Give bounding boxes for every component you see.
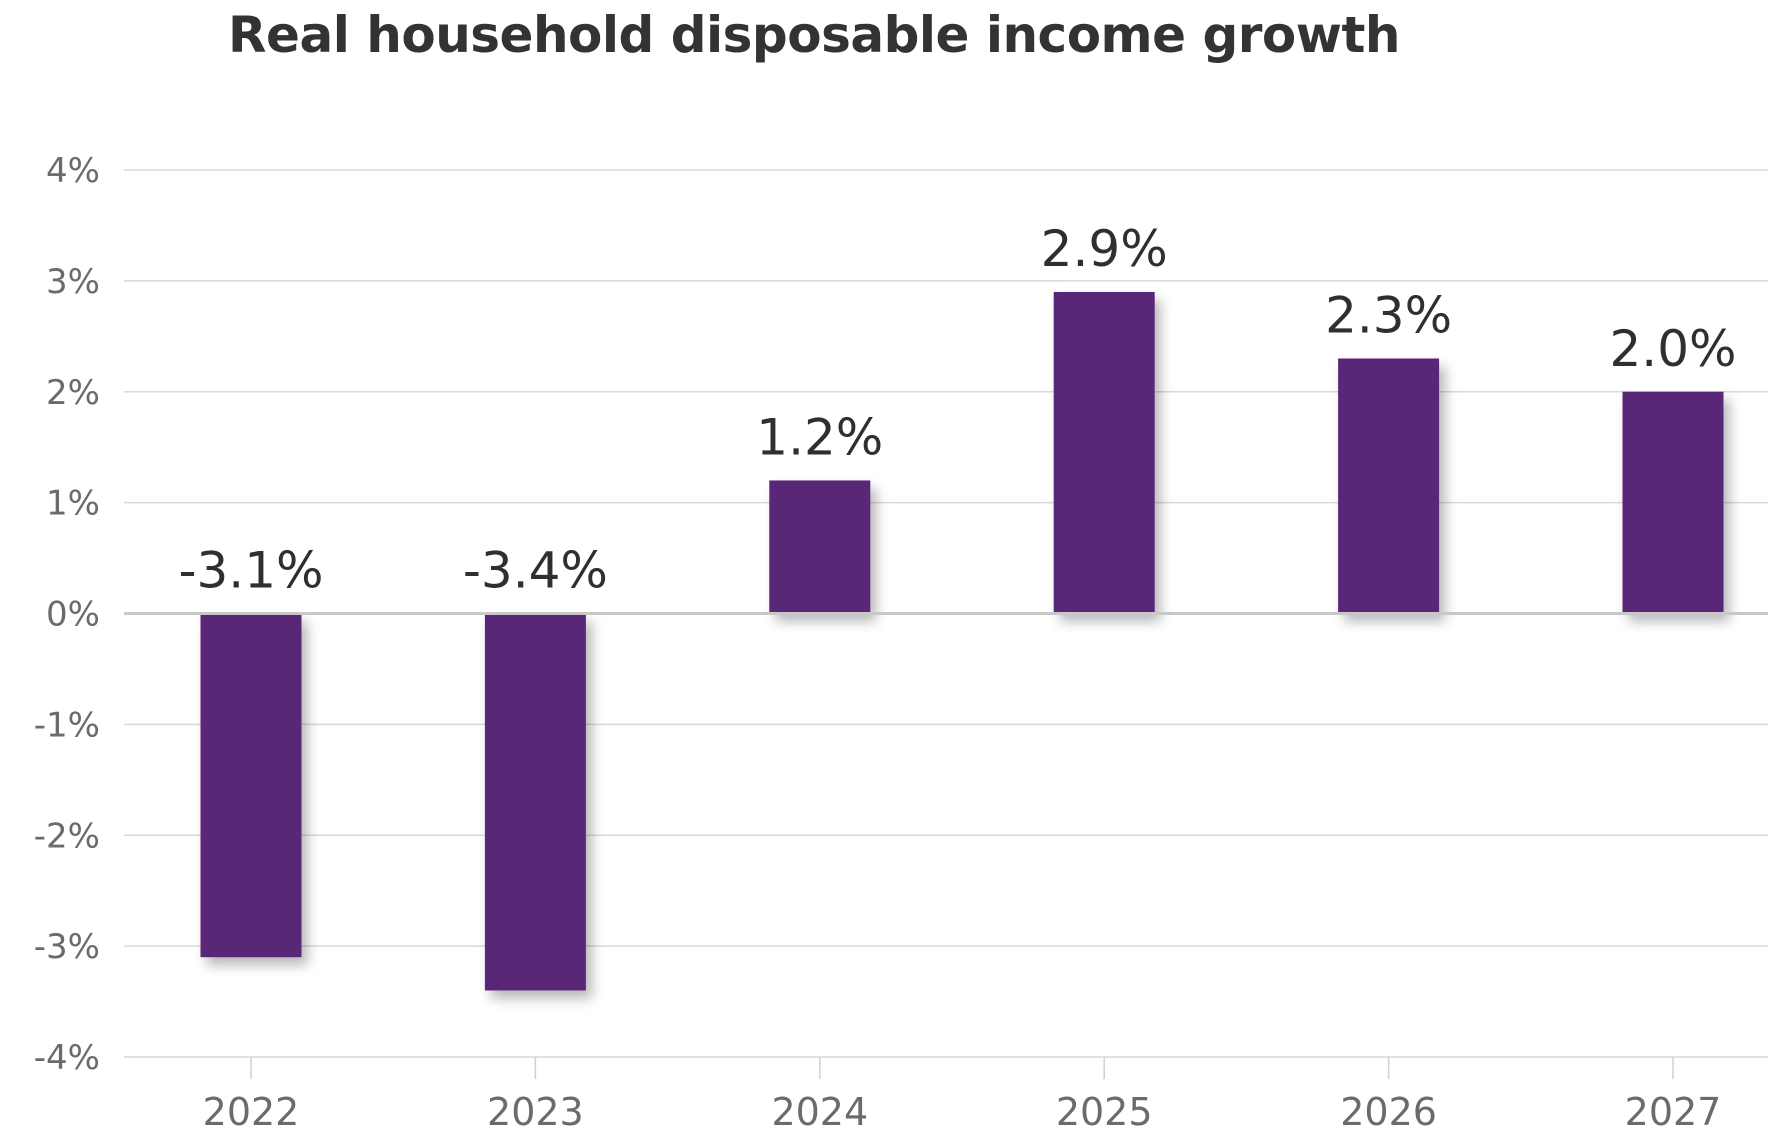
y-axis: 4% 3% 2% 1% 0% -1% -2% -3% -4% [34, 151, 100, 1078]
bar-2022 [200, 613, 302, 958]
bar-2025 [1053, 291, 1155, 614]
y-tick-label: 0% [46, 595, 100, 635]
data-label: 1.2% [756, 408, 883, 466]
y-tick-label: -2% [34, 816, 100, 856]
chart-title: Real household disposable income growth [228, 6, 1400, 64]
data-label: 2.9% [1041, 220, 1168, 278]
x-tick-label: 2025 [1056, 1090, 1153, 1134]
gridlines [124, 169, 1768, 1058]
y-tick-label: 4% [46, 151, 100, 191]
bar-2023 [484, 613, 586, 991]
y-tick-label: 3% [46, 262, 100, 302]
bars [200, 291, 1724, 991]
bar-2026 [1338, 358, 1440, 614]
x-tick-label: 2024 [771, 1090, 868, 1134]
data-labels: -3.1% -3.4% 1.2% 2.9% 2.3% 2.0% [178, 220, 1736, 600]
x-axis: 2022 2023 2024 2025 2026 2027 [203, 1057, 1722, 1134]
y-tick-label: -3% [34, 927, 100, 967]
x-tick-label: 2023 [487, 1090, 584, 1134]
y-tick-label: -1% [34, 705, 100, 745]
data-label: -3.4% [463, 542, 608, 600]
y-tick-label: -4% [34, 1038, 100, 1078]
y-tick-label: 1% [46, 484, 100, 524]
data-label: 2.0% [1609, 320, 1736, 378]
y-tick-label: 2% [46, 373, 100, 413]
bar-2024 [769, 480, 871, 614]
data-label: -3.1% [178, 542, 323, 600]
bar-2027 [1622, 391, 1724, 614]
x-tick-label: 2027 [1625, 1090, 1722, 1134]
x-tick-label: 2022 [203, 1090, 300, 1134]
x-tick-label: 2026 [1340, 1090, 1437, 1134]
data-label: 2.3% [1325, 286, 1452, 344]
